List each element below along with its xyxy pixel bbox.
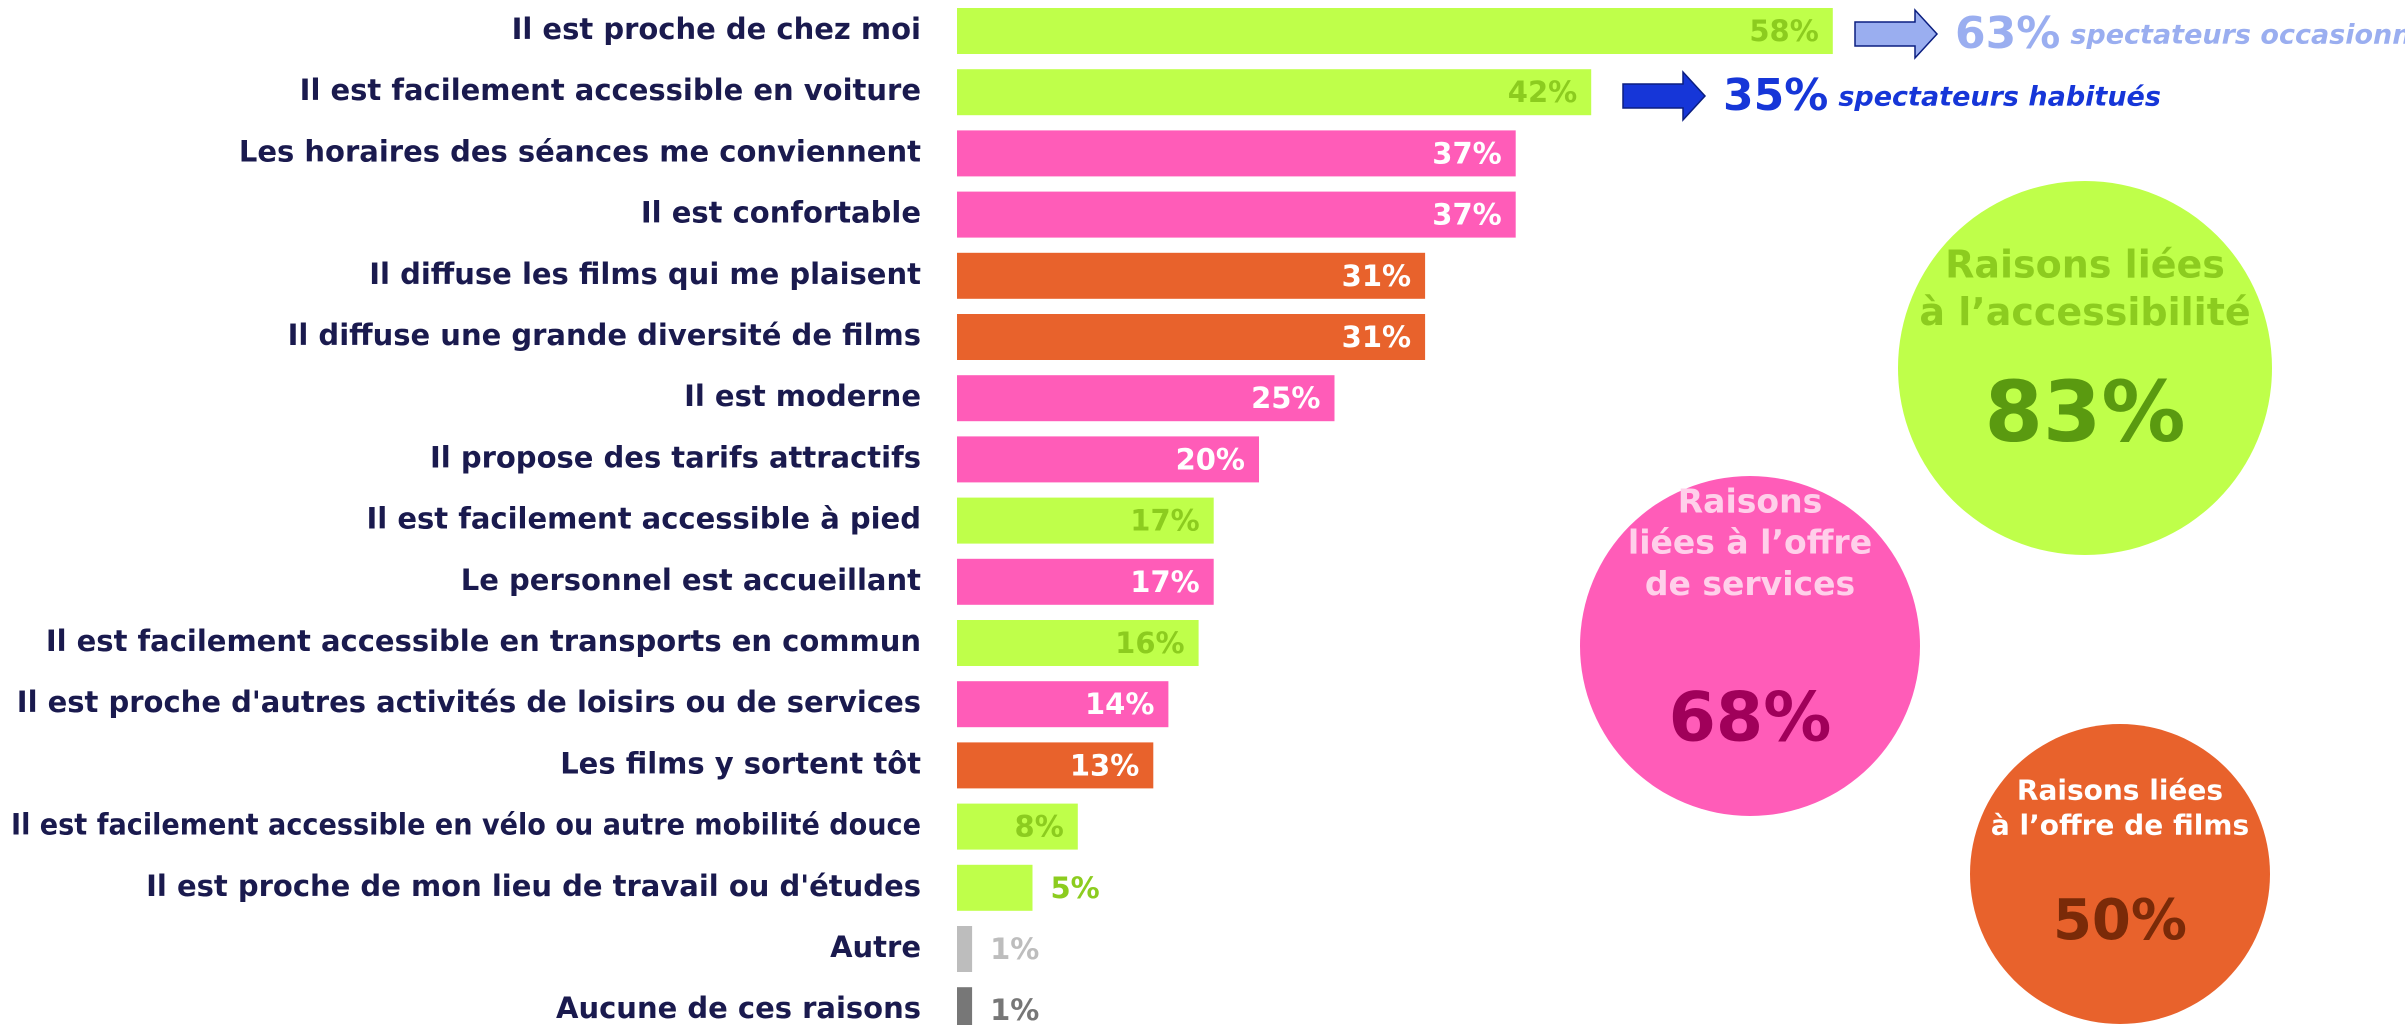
group-value: 83% [1984,363,2185,461]
value-label: 58% [1749,14,1818,48]
category-label: Il est moderne [684,379,921,413]
group-title: Raisons liées [2017,774,2223,807]
bar [957,803,1078,850]
value-label: 17% [1130,504,1199,538]
category-label: Il est facilement accessible en transpor… [46,624,921,658]
bar [957,314,1426,360]
category-label: Il est proche de chez moi [512,12,921,46]
category-label: Il est facilement accessible en vélo ou … [11,808,921,842]
bar [957,8,1833,54]
group-title: Raisons liées [1945,242,2225,286]
category-label: Les films y sortent tôt [560,746,921,780]
group-value: 68% [1669,679,1832,758]
value-label: 14% [1085,687,1154,721]
category-label: Il est proche d'autres activités de lois… [17,685,921,719]
annotation-value: 35% [1723,70,1828,121]
category-label: Il est confortable [641,196,921,230]
value-label: 8% [1015,810,1064,844]
value-label: 42% [1508,75,1577,109]
bar [957,864,1033,911]
bar [957,681,1169,728]
value-label: 37% [1432,136,1501,170]
category-label: Il diffuse les films qui me plaisent [369,257,921,291]
value-label: 37% [1432,198,1501,232]
bar [957,497,1214,544]
value-label: 5% [1051,871,1100,905]
annotation-value: 63% [1955,8,2060,59]
group-circle [1970,724,2270,1024]
value-label: 20% [1176,442,1245,476]
bar [957,436,1259,483]
value-label: 25% [1251,381,1320,415]
group-title: à l’accessibilité [1919,290,2250,334]
bar [957,69,1592,116]
group-circle [1898,181,2272,555]
bar [957,130,1516,177]
group-value: 50% [2053,888,2187,953]
bar [957,742,1154,789]
group-title: à l’offre de films [1991,809,2249,842]
bar [957,252,1426,299]
value-label: 13% [1070,748,1139,782]
group-title: liées à l’offre [1628,523,1872,562]
arrow [1622,70,1707,122]
arrow [1854,8,1939,60]
bar [957,987,973,1025]
category-label: Il diffuse une grande diversité de films [288,318,921,352]
value-label: 1% [990,993,1039,1025]
annotation-text: spectateurs occasionnels [2070,20,2405,51]
value-label: 17% [1130,565,1199,599]
value-label: 16% [1115,626,1184,660]
value-label: 1% [990,932,1039,966]
group-title: Raisons [1678,481,1822,520]
bar [957,375,1335,422]
category-label: Autre [830,930,921,964]
group-title: de services [1645,564,1855,603]
category-label: Aucune de ces raisons [556,991,921,1025]
bar [957,558,1214,605]
category-label: Le personnel est accueillant [461,563,921,597]
group-circle [1580,476,1920,816]
bar [957,620,1199,666]
bar [957,191,1516,238]
category-label: Il est facilement accessible en voiture [300,73,921,107]
value-label: 31% [1342,320,1411,354]
category-label: Il est proche de mon lieu de travail ou … [146,869,921,903]
value-label: 31% [1342,259,1411,293]
category-label: Il est facilement accessible à pied [367,502,921,536]
annotation-text: spectateurs habitués [1838,82,2161,113]
category-label: Il propose des tarifs attractifs [430,440,921,474]
bar [957,926,973,972]
category-label: Les horaires des séances me conviennent [239,134,921,168]
